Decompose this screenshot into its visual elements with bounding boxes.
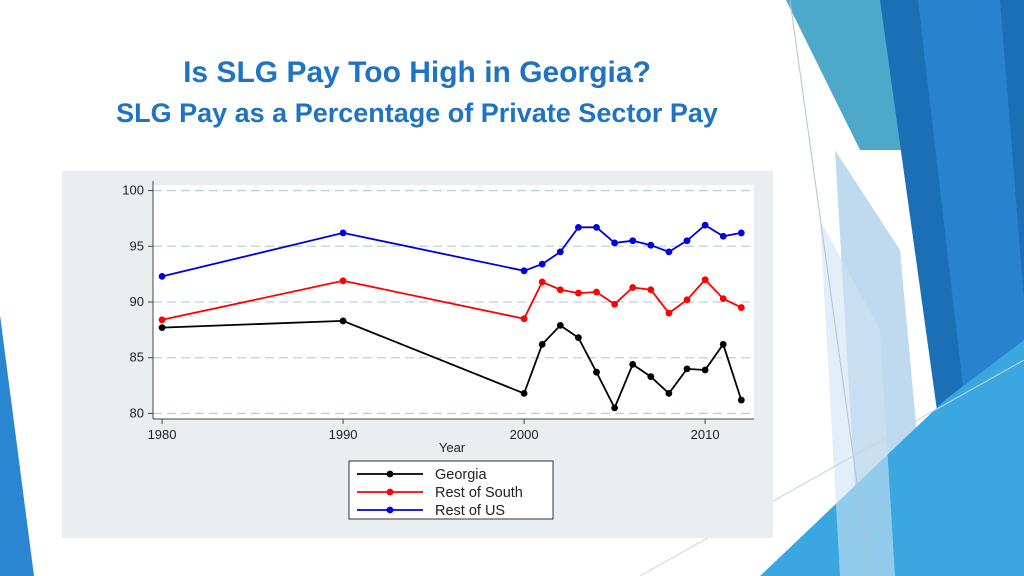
series-rest-of-south — [158, 276, 745, 324]
data-point-rest-of-south — [158, 316, 166, 324]
decor-thin-line — [789, 0, 871, 576]
data-point-rest-of-us — [683, 237, 691, 245]
data-point-rest-of-south — [556, 286, 564, 294]
legend-label: Georgia — [435, 467, 488, 483]
line-chart: 80 85 90 95 100 1980 1990 2000 2010 Year Georgia… — [122, 181, 754, 520]
data-point-rest-of-south — [538, 278, 546, 286]
legend-marker — [386, 470, 394, 478]
decor-thin-line-2 — [639, 359, 1024, 576]
y-tick-label: 90 — [130, 294, 144, 309]
data-point-georgia — [339, 317, 347, 325]
data-point-georgia — [611, 404, 619, 412]
y-tick-label: 95 — [130, 238, 144, 253]
data-point-rest-of-us — [719, 232, 727, 240]
legend-item-georgia: Georgia — [357, 467, 488, 483]
x-tick-label: 2000 — [510, 427, 539, 442]
y-tick-label: 85 — [130, 350, 144, 365]
data-point-rest-of-us — [339, 229, 347, 237]
data-point-georgia — [647, 373, 655, 381]
data-point-rest-of-us — [647, 241, 655, 249]
data-point-georgia — [575, 334, 582, 342]
data-point-georgia — [556, 322, 564, 329]
x-tick-label: 1990 — [329, 427, 358, 442]
decor-shape-left-edge — [0, 315, 34, 576]
legend-label: Rest of South — [435, 485, 523, 501]
data-point-rest-of-us — [737, 229, 745, 237]
data-point-georgia — [629, 361, 637, 368]
data-point-rest-of-south — [629, 284, 637, 291]
data-point-georgia — [593, 368, 600, 376]
data-point-rest-of-us — [629, 237, 637, 245]
data-point-rest-of-us — [593, 223, 600, 231]
data-point-rest-of-us — [538, 260, 546, 268]
y-tick-label: 80 — [130, 405, 144, 420]
data-point-rest-of-south — [647, 286, 655, 294]
data-point-georgia — [719, 340, 727, 348]
data-point-rest-of-south — [701, 276, 709, 284]
data-point-georgia — [538, 340, 546, 348]
data-point-rest-of-south — [665, 309, 673, 317]
data-point-rest-of-us — [701, 221, 709, 229]
data-point-rest-of-south — [719, 295, 727, 303]
slide-title: Is SLG Pay Too High in Georgia? — [183, 56, 651, 89]
legend-item-rest-of-us: Rest of US — [357, 503, 505, 519]
legend-marker — [386, 488, 394, 496]
data-point-rest-of-south — [593, 288, 600, 296]
series-georgia — [158, 317, 745, 412]
grid-lines — [153, 189, 754, 415]
data-point-georgia — [520, 389, 528, 397]
slide-subtitle: SLG Pay as a Percentage of Private Secto… — [116, 98, 718, 128]
data-point-rest-of-us — [611, 239, 619, 247]
x-axis-label: Year — [439, 440, 466, 455]
data-point-rest-of-us — [665, 248, 673, 256]
legend-item-rest-of-south: Rest of South — [357, 485, 523, 501]
legend: Georgia Rest of South Rest of US — [348, 460, 554, 520]
data-point-rest-of-us — [520, 267, 528, 275]
data-point-rest-of-south — [575, 289, 582, 297]
data-point-rest-of-south — [339, 277, 347, 285]
data-point-georgia — [158, 324, 166, 332]
data-point-rest-of-south — [683, 296, 691, 304]
data-point-georgia — [683, 365, 691, 373]
data-point-georgia — [701, 366, 709, 374]
axes: 80 85 90 95 100 1980 1990 2000 2010 — [122, 181, 754, 442]
chart-panel: 80 85 90 95 100 1980 1990 2000 2010 Year Georgia… — [62, 171, 773, 538]
y-tick-label: 100 — [122, 183, 144, 198]
data-point-rest-of-us — [575, 223, 582, 231]
data-point-georgia — [665, 389, 673, 397]
data-point-georgia — [737, 396, 745, 404]
decor-shape-pale-overlay — [820, 220, 895, 576]
data-point-rest-of-us — [556, 248, 564, 256]
x-tick-label: 2010 — [691, 427, 720, 442]
legend-label: Rest of US — [435, 503, 505, 519]
data-series — [158, 221, 745, 412]
data-point-rest-of-us — [158, 272, 166, 280]
x-tick-label: 1980 — [148, 427, 177, 442]
legend-marker — [386, 506, 394, 514]
decor-shape-cyan-bottom — [760, 340, 1024, 576]
data-point-rest-of-south — [611, 300, 619, 308]
data-point-rest-of-south — [737, 304, 745, 311]
data-point-rest-of-south — [520, 315, 528, 323]
series-rest-of-us — [158, 221, 745, 280]
